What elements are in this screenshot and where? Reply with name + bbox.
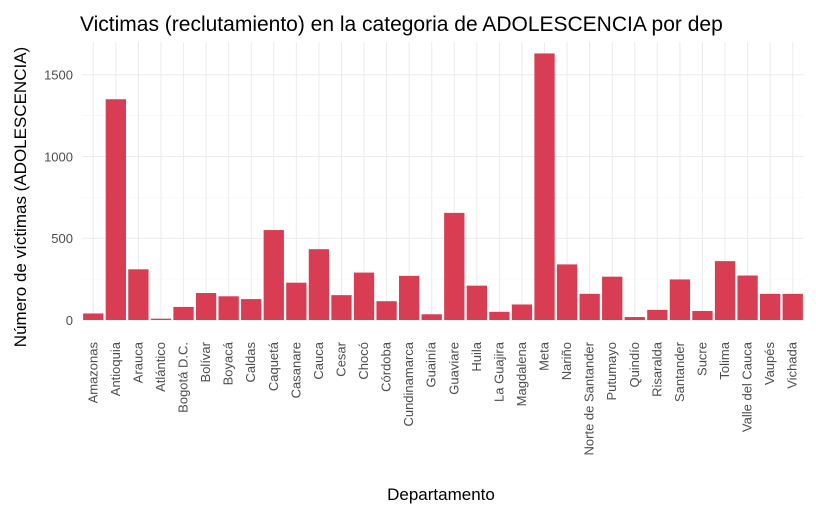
x-tick-label: Cauca <box>311 341 326 379</box>
bar <box>647 309 668 320</box>
x-tick-label: Valle del Cauca <box>740 341 755 432</box>
bar <box>489 311 510 320</box>
x-tick-label: Caldas <box>243 342 258 383</box>
y-axis-title: Número de víctimas (ADOLESCENCIA) <box>11 47 30 347</box>
x-tick-label: Norte de Santander <box>582 341 597 455</box>
bar <box>263 230 284 320</box>
bar <box>218 296 239 320</box>
x-tick-label: Sucre <box>694 342 709 376</box>
bar <box>241 299 262 320</box>
x-tick-label: Vaupés <box>762 342 777 386</box>
x-tick-labels: Amazonas Antioquia Arauca Atlántico Bogotá D… <box>85 341 799 455</box>
x-tick-label: Guaviare <box>446 342 461 395</box>
chart-title: Victimas (reclutamiento) en la categoria… <box>80 13 723 36</box>
bar <box>737 275 758 320</box>
bar <box>782 293 803 320</box>
x-tick-label: Magdalena <box>514 341 529 406</box>
x-tick-label: Bolívar <box>198 341 213 382</box>
bar <box>331 295 352 320</box>
bar <box>669 279 691 320</box>
bar <box>353 272 375 320</box>
y-tick-label: 0 <box>66 313 73 328</box>
y-tick-label: 1500 <box>44 68 73 83</box>
bar <box>399 275 420 320</box>
bar <box>376 301 397 320</box>
bar <box>556 264 578 320</box>
x-tick-label: Córdoba <box>379 341 394 392</box>
x-tick-label: Casanare <box>288 342 303 398</box>
bar <box>714 261 736 320</box>
bar <box>692 311 713 320</box>
x-tick-label: Guainía <box>424 341 439 387</box>
bar <box>579 293 600 320</box>
x-tick-label: Putumayo <box>604 342 619 401</box>
bar <box>128 269 149 320</box>
bar <box>195 293 217 320</box>
x-tick-label: Nariño <box>559 342 574 380</box>
bar <box>308 249 330 320</box>
x-tick-label: La Guajira <box>491 341 506 402</box>
bar <box>286 282 307 320</box>
bar <box>511 304 533 320</box>
bar <box>105 99 126 320</box>
bar <box>760 293 781 320</box>
bar <box>150 318 172 320</box>
x-tick-label: Arauca <box>130 341 145 383</box>
x-tick-label: Vichada <box>785 341 800 389</box>
x-tick-label: Amazonas <box>85 342 100 404</box>
grid <box>82 42 804 321</box>
y-tick-label: 1000 <box>44 149 73 164</box>
x-tick-label: Boyacá <box>221 341 236 385</box>
x-tick-label: Risaralda <box>649 341 664 397</box>
x-tick-label: Meta <box>537 341 552 371</box>
x-tick-label: Caquetá <box>266 341 281 391</box>
bar <box>444 212 465 320</box>
bar <box>466 285 487 320</box>
bar <box>624 317 645 320</box>
bar <box>534 53 555 321</box>
x-tick-label: Cundinamarca <box>401 341 416 426</box>
x-tick-label: Tolima <box>717 341 732 379</box>
bar <box>83 313 104 320</box>
x-axis-title: Departamento <box>387 485 495 504</box>
bars <box>83 53 803 321</box>
x-tick-label: Quindío <box>627 342 642 388</box>
x-tick-label: Chocó <box>356 342 371 380</box>
y-tick-label: 500 <box>51 231 73 246</box>
x-tick-label: Bogotá D.C. <box>176 342 191 413</box>
x-tick-label: Huila <box>469 341 484 371</box>
x-tick-label: Atlántico <box>153 342 168 392</box>
bar <box>602 276 623 320</box>
x-tick-label: Cesar <box>333 341 348 376</box>
x-tick-label: Antioquia <box>108 341 123 396</box>
bar <box>173 306 194 320</box>
x-tick-label: Santander <box>672 341 687 402</box>
y-tick-labels: 0 500 1000 1500 <box>44 68 73 328</box>
bar <box>421 314 442 320</box>
